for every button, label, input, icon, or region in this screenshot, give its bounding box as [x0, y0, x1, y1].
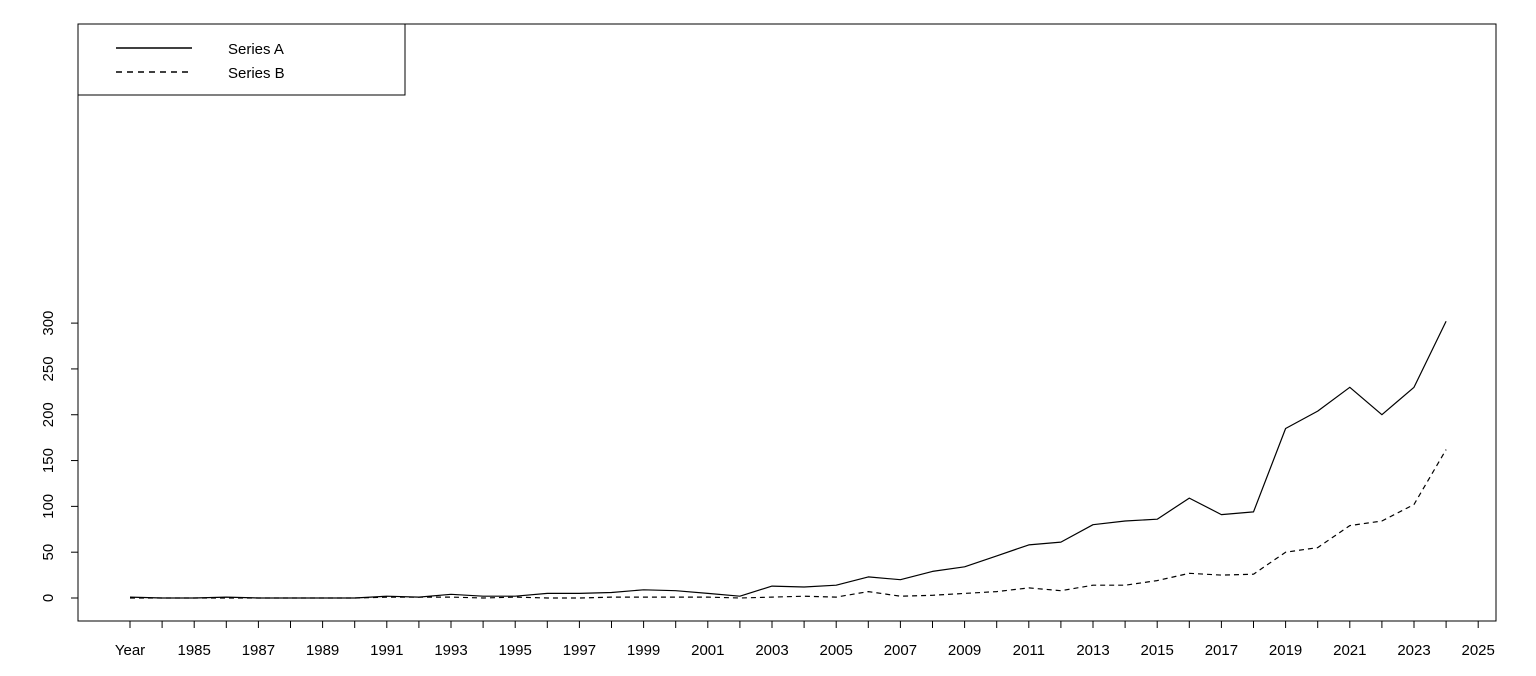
y-axis: 0 50 100 150 200 250 300: [40, 311, 78, 602]
x-tick-label: 1997: [563, 642, 596, 659]
y-tick-label: 250: [40, 356, 57, 381]
x-tick-label: 1995: [499, 642, 532, 659]
y-tick-label: 50: [40, 544, 57, 561]
y-tick-label: 100: [40, 494, 57, 519]
series-line-series-a: [129, 321, 1447, 599]
x-tick-label: 2021: [1333, 642, 1366, 659]
x-tick-label: 1991: [370, 642, 403, 659]
x-tick-label: 1989: [306, 642, 339, 659]
x-tick-label: 1993: [434, 642, 467, 659]
x-axis: Year 1985 1987 1989 1991 1993 1995 1997 1999 2001…: [115, 621, 1495, 659]
x-tick-label: 1987: [242, 642, 275, 659]
x-tick-label: 2025: [1462, 642, 1495, 659]
legend-label-series-b: Series B: [228, 65, 285, 82]
x-tick-label: 2019: [1269, 642, 1302, 659]
plot-frame: [77, 23, 1497, 622]
x-tick-label: 2003: [755, 642, 788, 659]
legend-box: [77, 23, 406, 96]
x-tick-label: 2011: [1013, 642, 1045, 659]
series-line-series-b: [130, 449, 1447, 599]
x-tick-label: 2023: [1397, 642, 1430, 659]
x-tick-label: Year: [115, 642, 145, 659]
x-tick-label: 1999: [627, 642, 660, 659]
x-tick-label: 1985: [178, 642, 211, 659]
x-tick-label: 2007: [884, 642, 917, 659]
x-tick-label: 2015: [1141, 642, 1174, 659]
x-tick-label: 2001: [691, 642, 724, 659]
x-tick-label: 2005: [820, 642, 853, 659]
x-tick-label: 2013: [1076, 642, 1109, 659]
y-tick-label: 300: [40, 311, 57, 336]
legend-label-series-a: Series A: [228, 41, 284, 58]
y-tick-label: 0: [40, 594, 57, 602]
x-tick-label: 2009: [948, 642, 981, 659]
y-tick-label: 200: [40, 402, 57, 427]
series-layer: [129, 321, 1447, 599]
y-tick-label: 150: [40, 448, 57, 473]
legend: Series A Series B: [77, 23, 406, 96]
x-tick-label: 2017: [1205, 642, 1238, 659]
